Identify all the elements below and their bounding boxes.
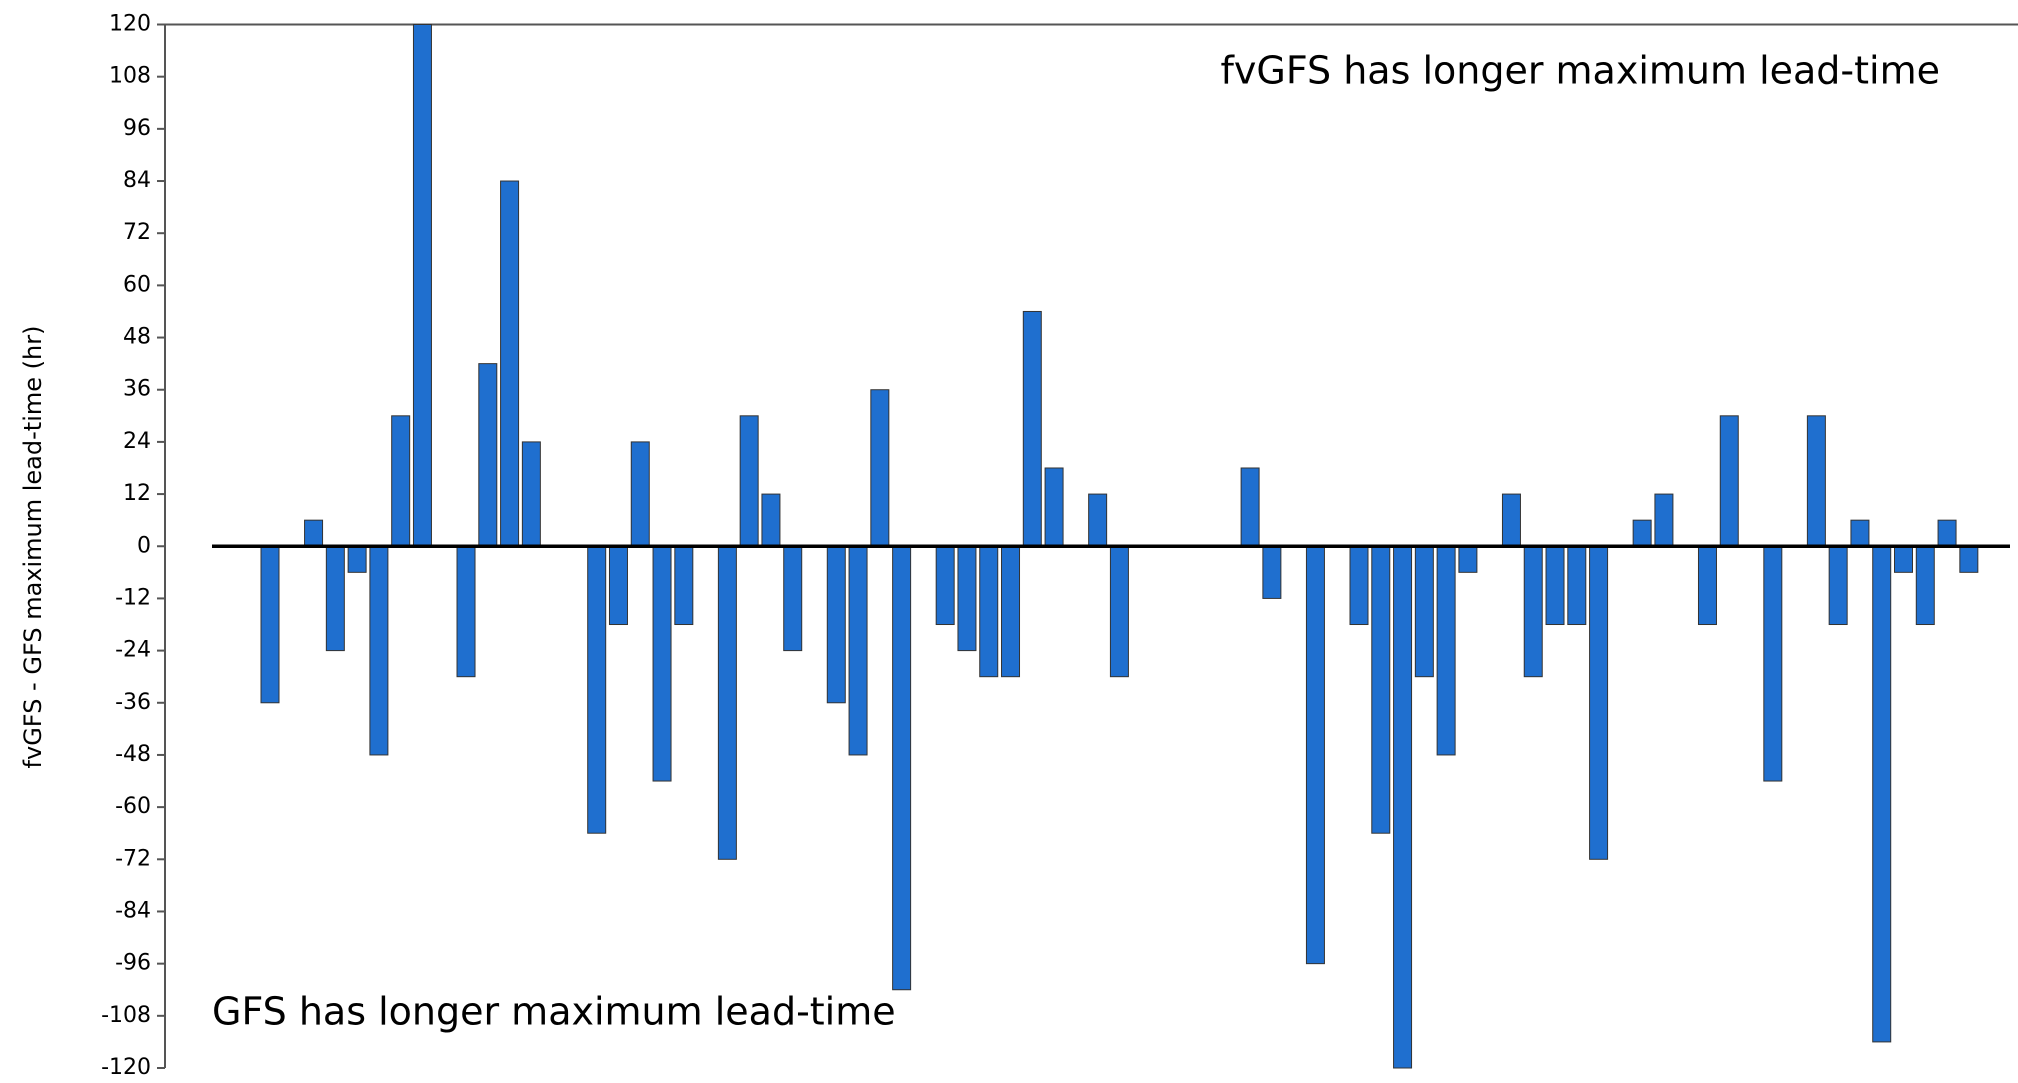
bar [935,545,955,626]
bar [1632,519,1652,547]
y-tick-label: 96 [123,116,151,141]
bar [1001,545,1021,678]
bar [369,545,389,756]
y-tick-label: -108 [101,1003,151,1028]
bar [1894,545,1913,573]
y-tick-label: -60 [115,794,151,819]
y-tick-label: 108 [109,64,151,89]
bar [1828,545,1848,626]
annotation: fvGFS has longer maximum lead-time [1221,49,1941,93]
bar [1022,310,1042,547]
bar [1850,519,1870,547]
bar [1349,545,1369,626]
y-tick-label: 48 [123,325,151,350]
bar [478,363,498,547]
bar [456,545,476,678]
y-tick-label: 84 [123,168,151,193]
bar [1959,545,1979,573]
bar [1567,545,1587,626]
bar [1697,545,1717,626]
bar [325,545,345,652]
bar [957,545,977,652]
y-tick-label: -72 [115,846,151,871]
bar [1545,545,1565,626]
y-tick-label: -12 [115,585,151,610]
bar [674,545,694,626]
y-axis-label: fvGFS - GFS maximum lead-time (hr) [19,326,47,769]
bar [979,545,999,678]
bar [1371,545,1391,834]
bar [1915,545,1935,626]
bar [1414,545,1434,678]
bar [1589,545,1609,860]
bar [630,441,650,547]
bar [1719,415,1739,547]
annotation: GFS has longer maximum lead-time [212,990,896,1034]
y-tick-label: 36 [123,377,151,402]
bar [739,415,759,547]
bar [1262,545,1282,599]
y-tick-label: 0 [137,533,151,558]
bar [608,545,628,626]
bar [826,545,846,704]
y-tick-label: -84 [115,898,151,923]
bar [848,545,868,756]
y-tick-label: -96 [115,951,151,976]
bar [783,545,803,652]
bar [1872,545,1892,1043]
y-tick-label: -120 [101,1055,151,1080]
bar [717,545,737,860]
bar [892,545,912,991]
bar [521,441,541,547]
y-tick-label: 24 [123,429,151,454]
y-tick-label: 72 [123,220,151,245]
bar [412,24,432,547]
bar [347,545,367,573]
bar [1109,545,1129,678]
bar [260,545,280,704]
bar [1501,493,1521,547]
bar [1088,493,1108,547]
y-tick-label: 120 [109,12,151,37]
y-tick-label: 12 [123,481,151,506]
bar [1458,545,1478,573]
bar [1305,545,1325,965]
y-tick-label: -36 [115,690,151,715]
bar [761,493,781,547]
y-tick-label: -24 [115,638,151,663]
bar [1436,545,1456,756]
bar [1523,545,1543,678]
y-tick-label: -48 [115,742,151,767]
bar [1044,467,1064,547]
bar [500,180,520,547]
bar [1654,493,1674,547]
bar [1763,545,1783,782]
bar [587,545,607,834]
y-tick-label: 60 [123,272,151,297]
bar [1240,467,1260,547]
bar [304,519,324,547]
bar [1806,415,1826,547]
bar [870,389,890,547]
bar [1937,519,1957,547]
bar [652,545,672,782]
bar [391,415,411,547]
bar [1393,545,1413,1069]
